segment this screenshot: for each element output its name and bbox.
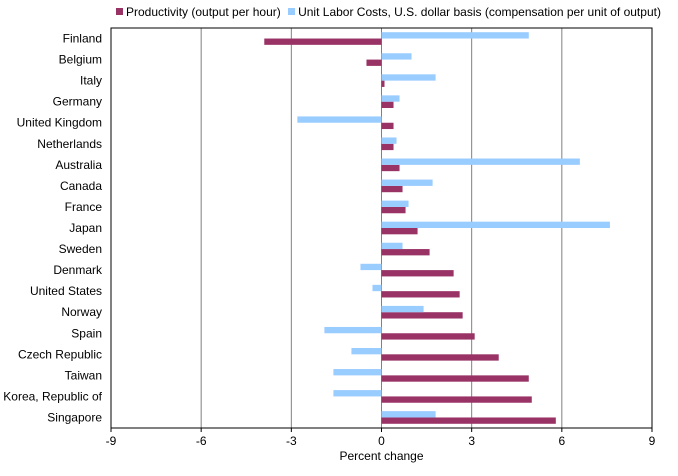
bar-unit-labor-costs <box>381 158 580 165</box>
legend-item-productivity: Productivity (output per hour) <box>116 5 281 19</box>
bar-unit-labor-costs <box>372 284 382 292</box>
category-label: Spain <box>71 326 102 340</box>
category-label: United Kingdom <box>17 116 102 130</box>
category-label: Denmark <box>53 263 103 277</box>
category-label: Canada <box>60 179 102 193</box>
bar-unit-labor-costs <box>360 263 382 271</box>
category-label: Sweden <box>59 242 102 256</box>
bar-unit-labor-costs <box>324 326 382 334</box>
category-label: United States <box>30 284 102 298</box>
bar-unit-labor-costs <box>297 116 382 123</box>
bar-productivity <box>381 122 394 130</box>
bar-productivity <box>381 417 556 424</box>
category-label: France <box>65 200 103 214</box>
category-label: Italy <box>80 74 102 88</box>
legend-label-ulc: Unit Labor Costs, U.S. dollar basis (com… <box>298 4 661 19</box>
bar-productivity <box>381 164 400 172</box>
bar-productivity <box>264 38 382 45</box>
bar-unit-labor-costs <box>381 411 436 418</box>
bar-unit-labor-costs <box>381 242 403 250</box>
legend-swatch-productivity <box>116 8 123 15</box>
bar-productivity <box>381 270 454 277</box>
bar-unit-labor-costs <box>381 305 424 313</box>
bar-unit-labor-costs <box>381 74 436 81</box>
category-label: Australia <box>55 158 102 172</box>
bar-productivity <box>381 333 475 340</box>
bar-productivity <box>381 80 385 87</box>
x-tick-label: 9 <box>649 434 656 448</box>
bar-productivity <box>381 228 418 235</box>
bar-unit-labor-costs <box>381 179 433 186</box>
x-tick-label: 3 <box>468 434 475 448</box>
bar-productivity <box>366 59 382 66</box>
category-label: Finland <box>63 32 102 46</box>
category-label: Germany <box>53 95 102 109</box>
bar-productivity <box>381 354 499 361</box>
category-label: Czech Republic <box>18 347 102 361</box>
bar-productivity <box>381 206 406 214</box>
bar-productivity <box>381 143 394 151</box>
category-label: Belgium <box>59 53 102 67</box>
bar-unit-labor-costs <box>381 200 409 207</box>
category-label: Korea, Republic of <box>3 389 102 403</box>
category-label: Norway <box>61 305 102 319</box>
bar-unit-labor-costs <box>381 53 412 60</box>
bar-productivity <box>381 312 463 319</box>
bar-unit-labor-costs <box>381 137 397 144</box>
legend-item-ulc: Unit Labor Costs, U.S. dollar basis (com… <box>288 5 661 19</box>
bar-productivity <box>381 185 403 193</box>
bar-unit-labor-costs <box>381 32 529 39</box>
category-label: Japan <box>69 221 102 235</box>
bar-productivity <box>381 249 430 256</box>
x-tick-label: 0 <box>378 434 385 448</box>
x-tick-label: -3 <box>286 434 297 448</box>
bar-productivity <box>381 101 394 108</box>
x-axis-title: Percent change <box>339 449 423 463</box>
bar-productivity <box>381 396 532 403</box>
category-label: Taiwan <box>65 368 102 382</box>
x-tick-label: 6 <box>558 434 565 448</box>
bar-unit-labor-costs <box>351 348 382 355</box>
bar-productivity <box>381 291 460 298</box>
legend-label-productivity: Productivity (output per hour) <box>126 4 281 19</box>
bar-unit-labor-costs <box>333 390 382 397</box>
x-tick-label: -9 <box>106 434 117 448</box>
x-tick-label: -6 <box>196 434 207 448</box>
bar-productivity <box>381 375 529 382</box>
legend-swatch-ulc <box>288 8 296 15</box>
bar-unit-labor-costs <box>333 369 382 376</box>
legend: Productivity (output per hour) Unit Labo… <box>116 4 665 19</box>
bar-unit-labor-costs <box>381 221 610 228</box>
category-label: Singapore <box>47 410 102 424</box>
category-label: Netherlands <box>37 137 102 151</box>
bar-unit-labor-costs <box>381 95 400 102</box>
